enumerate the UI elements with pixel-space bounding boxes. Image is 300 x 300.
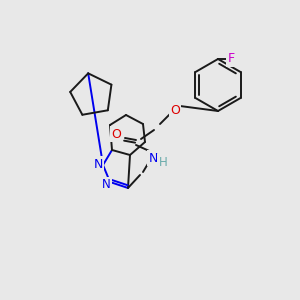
Text: N: N: [93, 158, 103, 170]
Text: N: N: [148, 152, 158, 164]
Text: N: N: [102, 178, 110, 191]
Text: H: H: [159, 155, 167, 169]
Text: F: F: [227, 52, 235, 65]
Text: O: O: [170, 103, 180, 116]
Text: O: O: [111, 128, 121, 140]
